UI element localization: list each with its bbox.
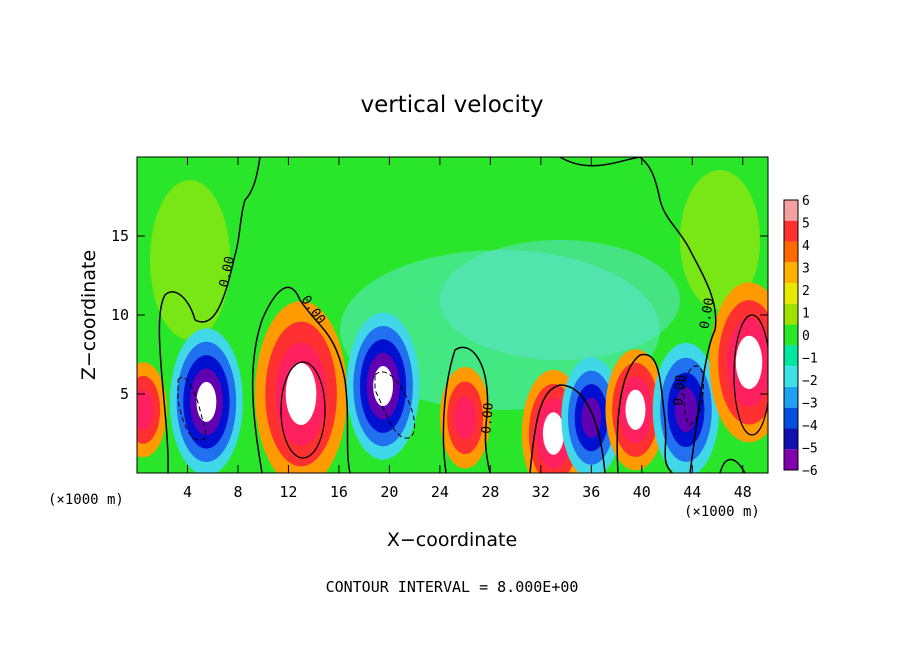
velocity-cell [196,381,217,422]
contour-label: 0.00 [671,374,689,407]
velocity-cell [454,395,476,440]
zero-contour [616,353,673,473]
colorbar-swatch [784,366,798,387]
x-tick-label: 4 [183,483,192,501]
velocity-cell [542,412,564,455]
zero-contour [251,286,351,473]
velocity-cell [373,366,394,407]
colorbar-swatch [784,407,798,429]
colorbar-frame [783,199,799,471]
velocity-cells [137,282,768,473]
x-tick-label: 16 [330,483,348,501]
x-tick-label: 8 [233,483,242,501]
negative-contour [177,377,207,441]
velocity-cell [735,335,763,390]
x-tick-label: 28 [481,483,499,501]
zero-contour [559,157,641,167]
colorbar-tick-label: 6 [802,194,810,209]
colorbar-swatch [784,428,798,450]
colorbar-swatch [784,303,798,325]
colorbar-tick-label: 1 [802,307,810,322]
x-tick-label: 36 [582,483,600,501]
contour-label: 0.00 [217,255,238,289]
contour-label: 0.00 [697,297,717,330]
zero-contour [529,384,606,473]
x-unit-right: (×1000 m) [684,504,760,520]
colorbar-swatch [784,386,798,408]
velocity-cell [625,389,646,430]
field-region [680,170,760,310]
colorbar-swatch [784,283,798,304]
y-axis-ticks: 5 10 15 [111,227,768,403]
contour-interval-note: CONTOUR INTERVAL = 8.000E+00 [326,578,579,596]
x-tick-label: 48 [734,483,752,501]
y-tick-label: 5 [120,385,129,403]
y-tick-label: 10 [111,306,129,324]
colorbar-tick-label: −1 [802,352,818,367]
colorbar: 6 5 4 3 2 1 0 −1 −2 −3 −4 −5 −6 [783,194,818,479]
colorbar-swatch [784,200,798,221]
colorbar-tick-label: −3 [802,397,818,412]
colorbar-tick-label: 4 [802,239,810,254]
x-tick-label: 24 [431,483,449,501]
x-tick-label: 12 [279,483,297,501]
zero-contour [442,346,491,473]
chart-title: vertical velocity [361,92,544,118]
zero-contour [194,157,261,323]
colorbar-tick-label: −2 [802,374,818,389]
field-region [150,180,230,340]
x-axis-ticks: 4 8 12 16 20 24 28 32 36 40 44 48 [183,157,752,501]
colorbar-tick-label: 5 [802,217,810,232]
y-axis-label: Z−coordinate [78,250,100,380]
x-tick-label: 32 [532,483,550,501]
negative-contour [683,365,704,426]
colorbar-tick-label: −5 [802,442,818,457]
x-unit-left: (×1000 m) [48,492,124,508]
colorbar-swatch [784,449,798,470]
positive-contour [733,314,768,436]
positive-contour [280,361,326,459]
x-axis-label: X−coordinate [387,529,517,551]
velocity-cell [137,389,154,431]
x-tick-label: 40 [633,483,651,501]
x-tick-label: 20 [380,483,398,501]
velocity-cell [674,387,698,433]
y-tick-label: 15 [111,227,129,245]
contour-label: 0.00 [479,402,497,435]
x-tick-label: 44 [683,483,701,501]
colorbar-tick-label: −6 [802,464,818,479]
colorbar-swatch [784,345,798,367]
colorbar-swatch [784,220,798,242]
plot-area: 0.00 0.00 0.00 0.00 0.00 [136,156,769,474]
colorbar-swatch [784,324,798,346]
colorbar-tick-label: 3 [802,262,810,277]
colorbar-tick-label: −4 [802,419,818,434]
zero-contour [158,291,196,473]
field-region [440,240,680,360]
colorbar-tick-label: 0 [802,329,810,344]
colorbar-swatch [784,241,798,263]
colorbar-tick-label: 2 [802,284,810,299]
negative-contour [374,371,416,439]
colorbar-swatch [784,262,798,284]
velocity-cell [285,363,317,425]
contour-lines [158,157,768,473]
